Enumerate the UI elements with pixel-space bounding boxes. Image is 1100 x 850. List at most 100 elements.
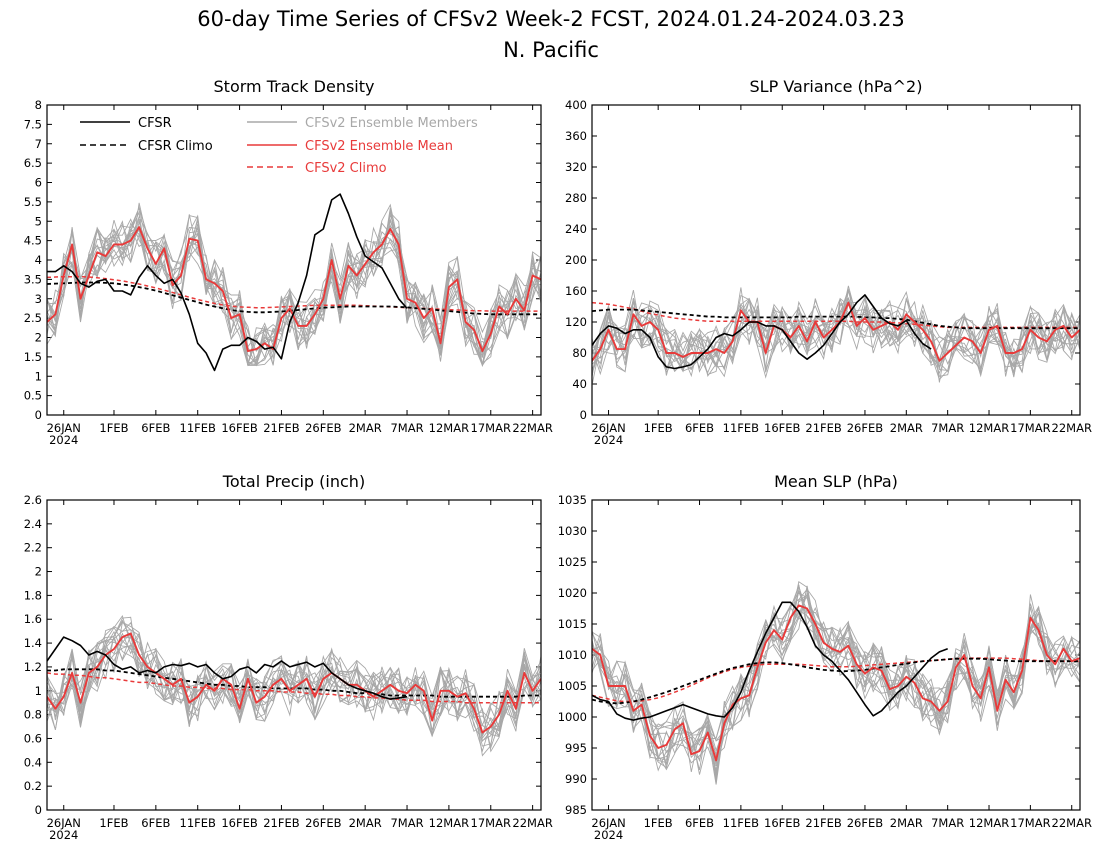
- x-tick-label: 21FEB: [805, 421, 842, 435]
- panel-title: Total Precip (inch): [222, 472, 365, 491]
- y-tick-label: 0: [580, 408, 587, 422]
- x-tick-label: 26FEB: [305, 421, 342, 435]
- y-tick-label: 1035: [558, 493, 587, 507]
- series-line: [592, 657, 1080, 705]
- member-line: [592, 591, 1080, 763]
- x-tick-label: 26FEB: [847, 421, 884, 435]
- y-tick-label: 1.2: [24, 660, 42, 674]
- x-tick-label: 16FEB: [221, 421, 258, 435]
- x-tick-label: 26JAN: [591, 816, 625, 830]
- x-tick-label: 1FEB: [99, 816, 128, 830]
- x-tick-label: 22MAR: [512, 421, 552, 435]
- y-tick-label: 1: [35, 369, 42, 383]
- y-tick-label: 400: [565, 98, 587, 112]
- member-line: [47, 220, 541, 367]
- y-tick-label: 985: [565, 803, 587, 817]
- x-tick-label: 26FEB: [847, 816, 884, 830]
- x-tick-label: 7MAR: [931, 421, 964, 435]
- x-tick-label: 7MAR: [931, 816, 964, 830]
- x-tick-label: 22MAR: [512, 816, 552, 830]
- y-tick-label: 1: [35, 684, 42, 698]
- x-tick-label: 17MAR: [471, 421, 511, 435]
- y-tick-label: 4: [35, 253, 42, 267]
- member-line: [592, 592, 1080, 754]
- y-tick-label: 2.6: [24, 493, 42, 507]
- y-tick-label: 1025: [558, 555, 587, 569]
- figure-subtitle: N. Pacific: [503, 38, 599, 62]
- member-line: [592, 588, 1080, 769]
- plot-frame: [46, 499, 542, 811]
- member-line: [592, 584, 1080, 784]
- x-tick-label: 2MAR: [349, 816, 382, 830]
- y-tick-label: 2: [35, 565, 42, 579]
- y-tick-label: 8: [35, 98, 42, 112]
- x-tick-label: 6FEB: [685, 816, 714, 830]
- x-tick-label: 17MAR: [1010, 421, 1050, 435]
- x-tick-label: 26JAN: [47, 421, 81, 435]
- legend-label-ens-mean: CFSv2 Ensemble Mean: [305, 139, 453, 154]
- series-line: [47, 632, 541, 734]
- y-tick-label: 2.5: [24, 311, 42, 325]
- y-tick-label: 1015: [558, 617, 587, 631]
- y-tick-label: 0: [35, 408, 42, 422]
- x-tick-label: 11FEB: [723, 421, 760, 435]
- member-line: [592, 297, 1080, 374]
- y-tick-label: 995: [565, 741, 587, 755]
- x-tick-label: 1FEB: [644, 816, 673, 830]
- x-tick-label: 26JAN: [47, 816, 81, 830]
- legend: CFSR CFSR Climo CFSv2 Ensemble Members C…: [80, 116, 478, 176]
- member-line: [47, 632, 541, 753]
- series-line: [47, 193, 408, 372]
- plot-area: [592, 581, 1080, 785]
- y-tick-label: 1.5: [24, 350, 42, 364]
- panel-title: Mean SLP (hPa): [774, 472, 898, 491]
- x-tick-label: 7MAR: [390, 816, 423, 830]
- y-tick-label: 990: [565, 772, 587, 786]
- y-tick-label: 4.5: [24, 234, 42, 248]
- x-tick-label: 11FEB: [723, 816, 760, 830]
- x-tick-label: 12MAR: [429, 816, 469, 830]
- y-tick-label: 5.5: [24, 195, 42, 209]
- y-tick-label: 1020: [558, 586, 587, 600]
- member-line: [47, 207, 541, 367]
- chart-panel: Total Precip (inch) 0 0.2 0.4 0.6 0.8 1 1.2 1.4 1…: [24, 472, 553, 842]
- x-tick-label: 1FEB: [99, 421, 128, 435]
- member-line: [47, 217, 541, 367]
- member-line: [592, 297, 1080, 379]
- series-line: [592, 657, 1080, 703]
- plot-area: [592, 285, 1080, 386]
- y-tick-label: 7.5: [24, 117, 42, 131]
- y-tick-label: 120: [565, 315, 587, 329]
- panel-title: SLP Variance (hPa^2): [750, 77, 923, 96]
- series-line: [592, 301, 1080, 362]
- x-tick-label: 2MAR: [890, 421, 923, 435]
- x-year-label: 2024: [49, 433, 78, 447]
- x-tick-label: 12MAR: [969, 816, 1009, 830]
- member-line: [47, 621, 541, 738]
- member-line: [592, 592, 1080, 783]
- plot-frame: [591, 499, 1081, 811]
- y-tick-label: 320: [565, 160, 587, 174]
- y-tick-label: 80: [572, 346, 587, 360]
- panels: Storm Track Density 0 0.5 1 1.5 2 2.5 3 3.5 4 4.5 5…: [24, 77, 1092, 842]
- x-tick-label: 22MAR: [1052, 421, 1092, 435]
- y-tick-label: 1000: [558, 710, 587, 724]
- y-tick-label: 1010: [558, 648, 587, 662]
- x-year-label: 2024: [49, 828, 78, 842]
- member-line: [47, 632, 541, 736]
- y-tick-label: 280: [565, 191, 587, 205]
- x-tick-label: 22MAR: [1052, 816, 1092, 830]
- x-tick-label: 16FEB: [764, 421, 801, 435]
- chart-panel: Mean SLP (hPa) 985 990 995 1000 1005 1010 1015 1…: [558, 472, 1092, 842]
- plot-area: [47, 614, 541, 757]
- x-tick-label: 17MAR: [471, 816, 511, 830]
- y-tick-label: 0: [35, 803, 42, 817]
- y-tick-label: 1.4: [24, 636, 42, 650]
- x-tick-label: 26FEB: [305, 816, 342, 830]
- member-line: [592, 290, 1080, 371]
- y-tick-label: 1030: [558, 524, 587, 538]
- x-tick-label: 16FEB: [764, 816, 801, 830]
- y-tick-label: 240: [565, 222, 587, 236]
- series-line: [47, 672, 541, 704]
